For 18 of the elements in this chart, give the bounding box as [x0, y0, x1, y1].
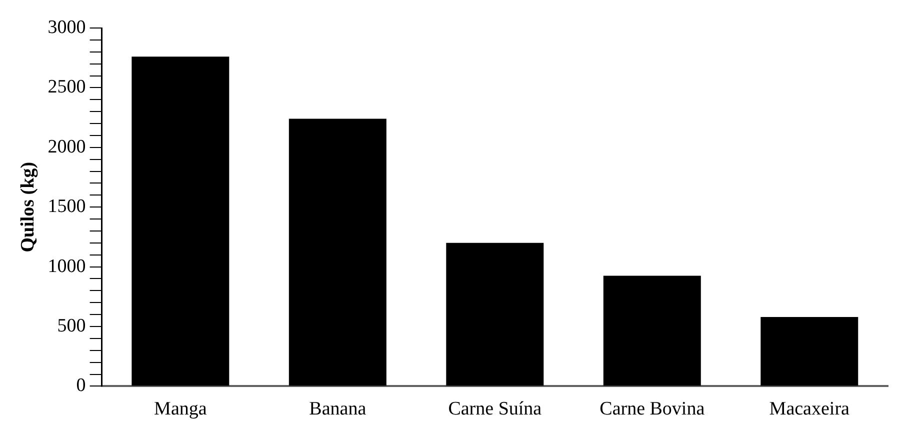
x-tick-label: Carne Bovina [600, 398, 706, 420]
y-tick-label: 1500 [48, 196, 86, 218]
bar [603, 276, 701, 386]
y-tick-label: 2000 [48, 136, 86, 158]
y-tick-label: 3000 [48, 16, 86, 38]
x-tick-label: Manga [154, 398, 208, 420]
y-tick-label: 500 [57, 315, 86, 336]
y-axis-title: Quilos (kg) [17, 162, 38, 252]
bar [446, 242, 544, 386]
x-tick-label: Macaxeira [769, 398, 850, 420]
x-tick-label: Banana [309, 398, 367, 420]
bar [132, 56, 230, 386]
bar [760, 316, 858, 386]
bar [288, 118, 386, 386]
y-tick-label: 2500 [48, 76, 86, 98]
y-tick-label: 1000 [48, 256, 86, 277]
y-tick-label: 0 [76, 375, 86, 396]
x-tick-label: Carne Suína [448, 398, 542, 420]
